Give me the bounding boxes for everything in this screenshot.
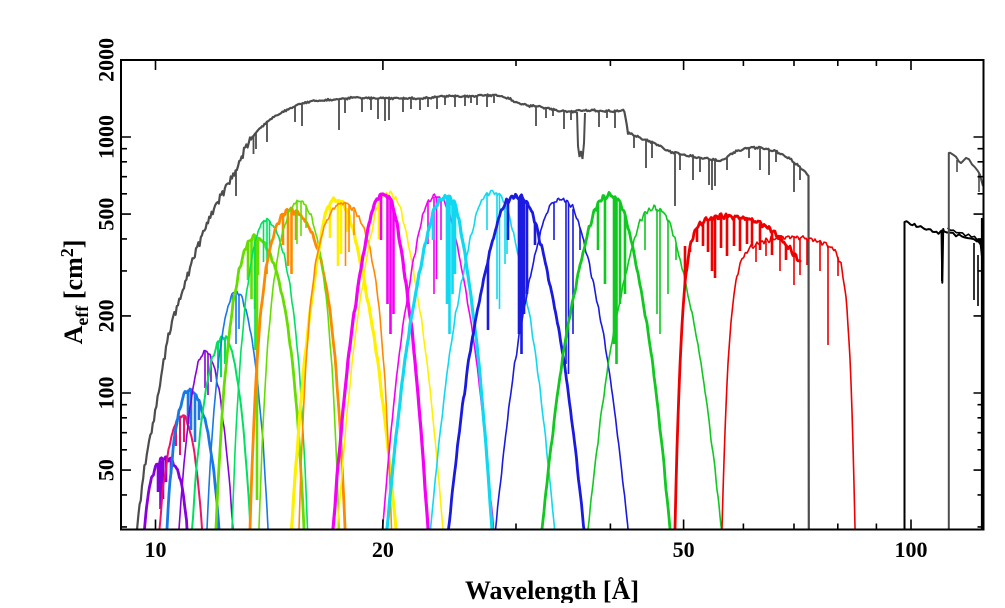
svg-text:100: 100	[895, 537, 928, 562]
svg-text:Wavelength [Å]: Wavelength [Å]	[465, 576, 639, 603]
svg-text:10: 10	[145, 537, 167, 562]
svg-text:20: 20	[372, 537, 394, 562]
svg-text:2000: 2000	[94, 38, 119, 82]
svg-text:50: 50	[94, 459, 119, 481]
svg-text:50: 50	[673, 537, 695, 562]
svg-text:500: 500	[94, 198, 119, 231]
svg-text:200: 200	[94, 299, 119, 332]
svg-text:100: 100	[94, 377, 119, 410]
svg-text:1000: 1000	[94, 115, 119, 159]
